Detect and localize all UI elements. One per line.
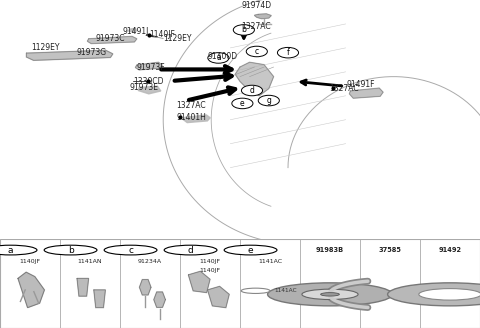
Text: e: e <box>248 246 253 255</box>
Circle shape <box>241 288 270 294</box>
Text: 91400D: 91400D <box>207 52 238 61</box>
Polygon shape <box>138 86 161 94</box>
Circle shape <box>277 48 299 58</box>
Text: 1140JF: 1140JF <box>199 259 221 264</box>
Circle shape <box>208 53 229 63</box>
Polygon shape <box>18 272 44 308</box>
Text: g: g <box>266 96 271 105</box>
Circle shape <box>241 85 263 96</box>
Text: 1141AC: 1141AC <box>258 259 282 264</box>
Text: 91973E: 91973E <box>130 83 158 92</box>
Polygon shape <box>154 292 165 307</box>
Text: b: b <box>68 246 73 255</box>
Circle shape <box>388 283 480 306</box>
Circle shape <box>44 245 97 255</box>
Text: 91974D: 91974D <box>242 1 272 10</box>
Text: e: e <box>240 99 245 108</box>
Text: 1141AN: 1141AN <box>78 259 102 264</box>
Text: 1327AC: 1327AC <box>177 101 206 110</box>
Polygon shape <box>129 28 137 32</box>
Polygon shape <box>77 278 88 296</box>
Circle shape <box>232 98 253 109</box>
Text: 1140JF: 1140JF <box>149 30 175 39</box>
Text: 91973C: 91973C <box>96 34 125 43</box>
Circle shape <box>233 25 254 35</box>
Text: 1141AC: 1141AC <box>275 288 298 293</box>
Polygon shape <box>94 290 106 308</box>
Circle shape <box>419 289 480 300</box>
Polygon shape <box>188 271 210 293</box>
Text: a: a <box>8 246 13 255</box>
Text: 91491F: 91491F <box>347 80 375 89</box>
Text: 1327AC: 1327AC <box>329 84 359 92</box>
Circle shape <box>268 283 392 306</box>
Text: 1129EY: 1129EY <box>31 43 60 52</box>
Text: d: d <box>188 246 193 255</box>
Polygon shape <box>254 14 271 19</box>
Text: 91973G: 91973G <box>77 48 107 57</box>
Text: b: b <box>241 26 246 34</box>
Polygon shape <box>207 286 229 308</box>
Text: 1129EY: 1129EY <box>163 34 192 43</box>
Circle shape <box>224 245 277 255</box>
Polygon shape <box>87 36 137 44</box>
Text: d: d <box>250 86 254 95</box>
Polygon shape <box>349 88 383 98</box>
Text: c: c <box>128 246 133 255</box>
Text: 91491J: 91491J <box>122 27 149 36</box>
Circle shape <box>164 245 217 255</box>
Text: 91401H: 91401H <box>177 113 206 122</box>
Text: 1140JF: 1140JF <box>19 259 41 264</box>
Text: 91492: 91492 <box>438 247 462 253</box>
Text: 91234A: 91234A <box>138 259 162 264</box>
Text: 1339CD: 1339CD <box>133 77 164 86</box>
Text: 1140JF: 1140JF <box>199 268 221 273</box>
Circle shape <box>104 245 157 255</box>
Circle shape <box>302 289 358 299</box>
Polygon shape <box>26 50 113 60</box>
Polygon shape <box>235 62 274 96</box>
Polygon shape <box>139 279 151 295</box>
Circle shape <box>321 293 339 296</box>
Text: c: c <box>255 47 259 56</box>
Text: f: f <box>287 48 289 57</box>
Polygon shape <box>183 115 210 123</box>
Text: 91983B: 91983B <box>316 247 344 253</box>
Text: a: a <box>216 53 221 62</box>
Text: 91973F: 91973F <box>137 63 166 72</box>
Circle shape <box>258 95 279 106</box>
Circle shape <box>0 245 37 255</box>
Circle shape <box>246 46 267 57</box>
Polygon shape <box>135 62 162 70</box>
Text: 37585: 37585 <box>379 247 401 253</box>
Text: 1327AC: 1327AC <box>241 22 271 31</box>
